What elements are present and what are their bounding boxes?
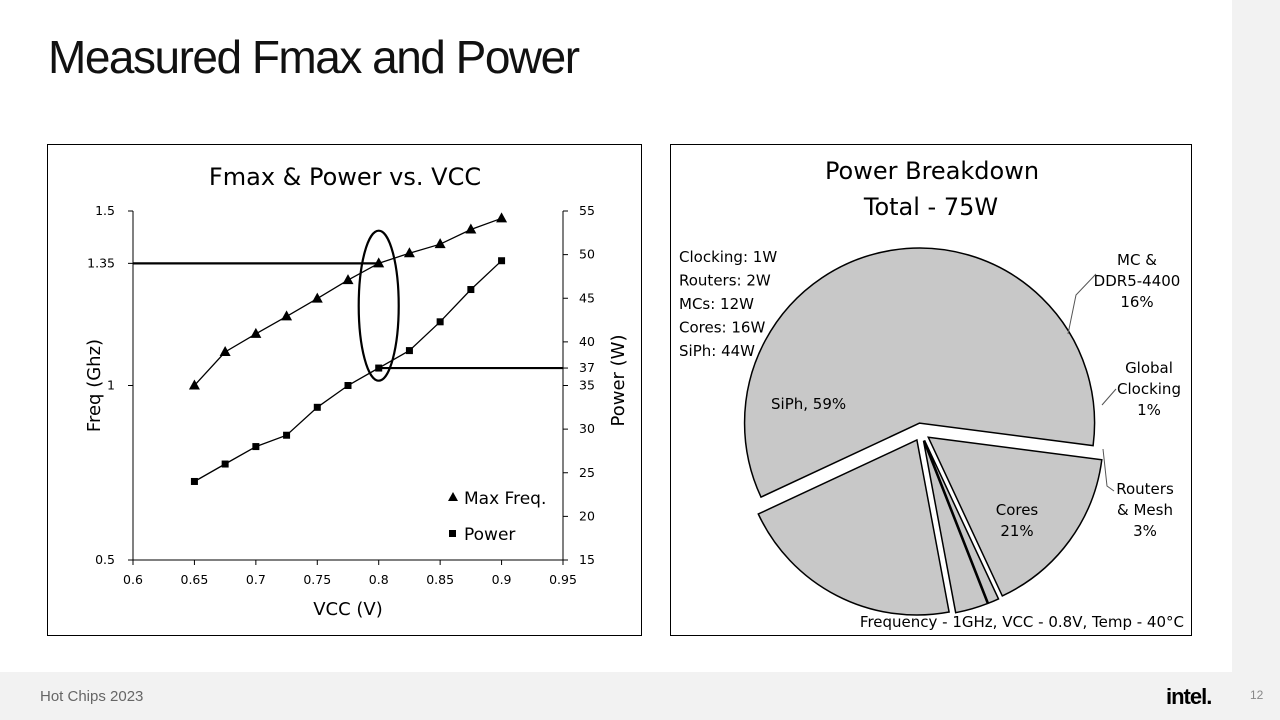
legend-max-freq: Max Freq.	[464, 489, 546, 509]
x-tick-label: 0.65	[181, 572, 209, 587]
pie-slice-label: MC &	[1117, 251, 1157, 269]
power-note-line: Routers: 2W	[679, 272, 771, 290]
power-note-line: Clocking: 1W	[679, 248, 777, 266]
y2-tick-label: 35	[579, 378, 595, 393]
pie-footnote: Frequency - 1GHz, VCC - 0.8V, Temp - 40°…	[860, 613, 1184, 631]
legend-power: Power	[464, 525, 515, 545]
max-freq-point	[250, 327, 262, 338]
max-freq-point	[434, 238, 446, 249]
pie-slice	[927, 436, 1103, 597]
pie-slice-label: DDR5-4400	[1094, 272, 1181, 290]
pie-slice-label: Global	[1125, 359, 1173, 377]
max-freq-point	[342, 274, 354, 285]
leader-line-mc	[1067, 273, 1097, 335]
y-tick-label: 1.5	[95, 203, 115, 218]
power-point	[467, 286, 475, 294]
pie-slice-label: 16%	[1120, 293, 1153, 311]
power-point	[313, 403, 321, 411]
y2-tick-label: 50	[579, 247, 595, 262]
right-margin-strip	[1232, 0, 1280, 720]
legend-triangle-marker	[448, 492, 458, 501]
power-point	[190, 477, 198, 485]
x-tick-label: 0.6	[123, 572, 143, 587]
pie-slice-label: Routers	[1116, 480, 1174, 498]
highlight-ellipse	[357, 229, 400, 382]
y2-tick-label: 40	[579, 334, 595, 349]
x-tick-label: 0.7	[246, 572, 266, 587]
x-tick-label: 0.75	[303, 572, 331, 587]
y-tick-label: 1	[107, 378, 115, 393]
pie-slice-label: 1%	[1137, 401, 1161, 419]
power-point	[405, 347, 413, 355]
max-freq-point	[188, 379, 200, 390]
y2-tick-label: 20	[579, 508, 595, 523]
footer-event: Hot Chips 2023	[40, 688, 144, 705]
x-tick-label: 0.8	[369, 572, 389, 587]
y2-tick-label: 30	[579, 421, 595, 436]
max-freq-point	[465, 223, 477, 234]
leader-line-routers	[1102, 448, 1115, 492]
power-breakdown-panel: Power Breakdown Total - 75W Clocking: 1W Ro…	[670, 144, 1192, 636]
pie-slice	[923, 439, 1000, 605]
x-tick-label: 0.95	[549, 572, 577, 587]
power-point	[221, 460, 229, 468]
slide-title: Measured Fmax and Power	[48, 31, 580, 83]
max-freq-point	[311, 292, 323, 303]
power-point	[344, 382, 352, 389]
fmax-power-chart: Fmax & Power vs. VCC 0.6 0.65 0.7 0.75 0.8 0.8…	[84, 163, 629, 620]
pie-slice-label: 3%	[1133, 522, 1157, 540]
power-note-line: SiPh: 44W	[679, 342, 755, 360]
y-axis-label: Freq (Ghz)	[84, 339, 105, 432]
y2-tick-label: 55	[579, 203, 595, 218]
pie-slice-label: SiPh, 59%	[771, 395, 846, 413]
y2-axis-label: Power (W)	[608, 335, 629, 427]
pie-slice-label: 21%	[1000, 522, 1033, 540]
fmax-power-chart-panel: Fmax & Power vs. VCC 0.6 0.65 0.7 0.75 0.8 0.8…	[47, 144, 642, 636]
y2-tick-label: 25	[579, 465, 595, 480]
x-tick-label: 0.9	[492, 572, 512, 587]
intel-logo: intel.	[1166, 684, 1212, 709]
power-breakdown-pie: Power Breakdown Total - 75W Clocking: 1W Ro…	[679, 157, 1184, 631]
y2-tick-label: 45	[579, 290, 595, 305]
leader-line-clocking	[1101, 388, 1117, 406]
y-tick-label: 1.35	[87, 255, 115, 270]
max-freq-point	[373, 257, 385, 268]
series-line-power	[194, 260, 503, 483]
y2-tick-label: 15	[579, 552, 595, 567]
pie-title: Power Breakdown	[825, 157, 1039, 185]
power-point	[436, 318, 444, 326]
y2-tick-label: 37	[579, 360, 595, 375]
pie-slice-label: Cores	[996, 501, 1039, 519]
series-line-max-freq	[193, 217, 502, 386]
power-note-line: MCs: 12W	[679, 295, 754, 313]
page-number: 12	[1250, 688, 1264, 702]
power-note-line: Cores: 16W	[679, 319, 765, 337]
pie-slice-label: & Mesh	[1117, 501, 1173, 519]
legend-square-marker	[449, 530, 456, 537]
power-point	[498, 257, 506, 265]
power-point	[375, 364, 383, 372]
pie-slice	[757, 438, 950, 616]
max-freq-point	[403, 247, 415, 258]
x-tick-label: 0.85	[426, 572, 454, 587]
max-freq-point	[281, 310, 293, 321]
power-point	[283, 431, 291, 439]
pie-slice-label: Clocking	[1117, 380, 1181, 398]
y-tick-label: 0.5	[95, 552, 115, 567]
power-point	[252, 443, 260, 451]
x-axis-label: VCC (V)	[313, 599, 383, 620]
pie-subtitle: Total - 75W	[863, 193, 998, 221]
chart-title: Fmax & Power vs. VCC	[209, 163, 481, 191]
max-freq-point	[219, 345, 231, 356]
footer-bar	[0, 672, 1232, 720]
pie-slice	[743, 247, 1096, 499]
max-freq-point	[496, 212, 508, 223]
pie-slice	[922, 440, 989, 614]
